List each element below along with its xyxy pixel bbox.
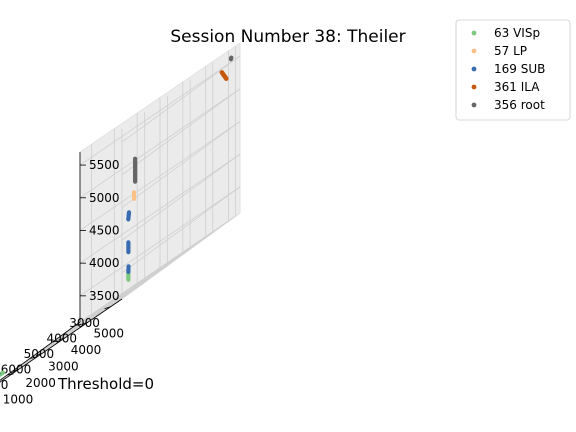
y-tick-mark xyxy=(30,356,37,359)
legend-label: 57 LP xyxy=(494,44,527,58)
data-point xyxy=(0,372,1,376)
legend-marker xyxy=(471,102,477,108)
data-point xyxy=(224,76,229,81)
z-gridline-back xyxy=(79,55,241,166)
y-tick-mark xyxy=(7,373,14,376)
legend-label: 361 ILA xyxy=(494,80,540,94)
y-tick-mark xyxy=(75,323,82,326)
z-tick-label: 3500 xyxy=(89,289,120,303)
x-tick-mark xyxy=(58,337,65,341)
y-gridline-floor xyxy=(29,249,191,359)
legend-box xyxy=(455,19,571,121)
y-gridline-floor xyxy=(0,282,145,382)
z-tick-label: 5500 xyxy=(89,158,120,172)
legend-marker xyxy=(471,30,477,36)
legend-marker xyxy=(471,48,477,54)
x-tick-mark xyxy=(104,306,111,310)
legend-label: 169 SUB xyxy=(494,62,545,76)
x-tick-mark xyxy=(35,353,43,356)
x-tick-label: 4000 xyxy=(46,331,77,345)
data-point xyxy=(126,210,132,215)
chart-title: Session Number 38: Theiler xyxy=(170,27,405,47)
y-tick-label: 3000 xyxy=(48,359,79,373)
z-gridline-left xyxy=(121,55,241,143)
series-57-lp xyxy=(131,190,137,201)
tick-labels: 3000400050006000700080009000010002000300… xyxy=(0,158,124,406)
x-tick-label: 6000 xyxy=(1,363,32,377)
z-gridline-back xyxy=(79,186,241,297)
z-tick-label: 5000 xyxy=(89,191,120,205)
data-point xyxy=(229,55,234,60)
z-gridline-left xyxy=(121,121,241,208)
y-tick-label: 1000 xyxy=(3,392,34,406)
y-gridline-floor xyxy=(7,265,168,376)
y-tick-label: 2000 xyxy=(25,376,56,390)
y-gridline-floor xyxy=(75,215,236,326)
x-tick-mark xyxy=(81,321,88,325)
z-tick-label: 4000 xyxy=(89,256,120,270)
y-tick-mark xyxy=(52,340,59,343)
y-tick-label: 4000 xyxy=(71,343,102,357)
legend-label: 356 root xyxy=(494,98,545,112)
series-356-root xyxy=(133,55,234,184)
data-point xyxy=(0,374,1,378)
z-gridline-left xyxy=(121,153,241,241)
y-tick-label: 5000 xyxy=(93,326,124,340)
threshold-annotation: Threshold=0 xyxy=(57,375,154,393)
z-gridline-left xyxy=(121,186,241,274)
legend: 63 VISp 57 LP 169 SUB 361 ILA 356 root xyxy=(455,19,571,121)
z-gridline-back xyxy=(79,88,241,199)
x-tick-label: 5000 xyxy=(24,347,55,361)
z-gridline-left xyxy=(121,88,241,176)
x-tick-label: 3000 xyxy=(69,316,100,330)
data-points xyxy=(0,55,234,378)
axis-lines xyxy=(0,152,123,383)
series-361-ila xyxy=(219,70,229,81)
y-gridline-floor xyxy=(52,232,213,343)
data-point xyxy=(133,156,138,161)
legend-marker xyxy=(471,84,477,90)
z-gridline-back xyxy=(79,153,241,264)
x-tick-label: 7000 xyxy=(0,378,8,392)
data-point xyxy=(126,264,131,269)
legend-label: 63 VISp xyxy=(494,26,540,40)
legend-marker xyxy=(471,66,477,72)
series-169-sub xyxy=(0,210,132,376)
y-axis-line xyxy=(0,321,81,381)
data-point xyxy=(131,190,137,195)
z-tick-label: 4500 xyxy=(89,223,120,237)
data-point xyxy=(126,240,131,245)
z-gridline-back xyxy=(79,121,241,231)
data-point xyxy=(126,277,131,282)
x-tick-mark xyxy=(13,368,20,372)
